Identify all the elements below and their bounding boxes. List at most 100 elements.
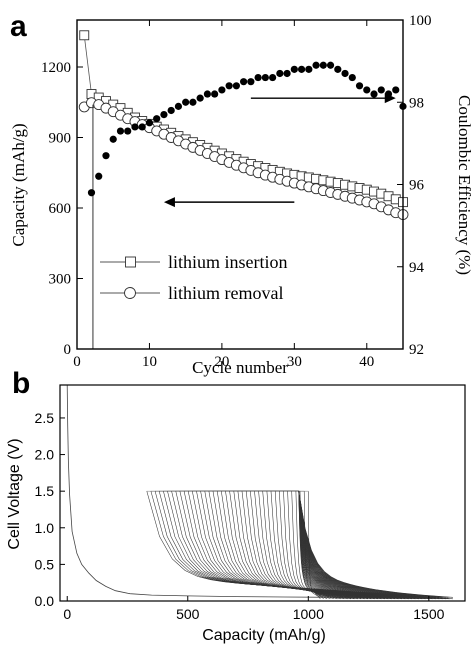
panel-a-ce-point <box>174 102 183 110</box>
panel-a-ce-point <box>116 127 125 135</box>
panel-a-ytick-label: 600 <box>49 201 72 217</box>
panel-a-ce-point <box>283 69 291 78</box>
panel-a-insertion-point <box>79 30 90 41</box>
panel-b-charge-curve <box>298 491 352 598</box>
panel-b-ytick-label: 0.0 <box>35 593 55 609</box>
panel-b-ytick-label: 2.5 <box>35 410 55 426</box>
panel-a-ce-point <box>312 61 320 69</box>
panel-a-ce-point <box>145 119 154 127</box>
panel-a-ce-point <box>334 65 342 73</box>
panel-a-ce-point <box>261 73 269 82</box>
panel-a-ce-point <box>355 82 364 90</box>
panel-a-ce-point <box>326 61 335 69</box>
panel-b-charge-curve <box>298 491 358 598</box>
panel-a-ce-point <box>305 65 313 73</box>
panel-a-arrow-right-head <box>384 93 396 104</box>
panel-b-ticks: 0 500 1000 1500 0.0 0.5 1.0 1.5 2.0 2.5 <box>35 410 445 622</box>
panel-a-y2tick-label: 96 <box>409 178 425 194</box>
panel-a-xtick-label: 20 <box>214 354 229 370</box>
panel-b-charge-curve <box>298 491 321 598</box>
panel-a-ytick-label: 900 <box>49 131 72 147</box>
panel-a-y2tick-label: 92 <box>409 342 424 358</box>
panel-b-charge-curve <box>298 491 419 598</box>
panel-a-ytick-label: 0 <box>64 342 72 358</box>
panel-a-arrows <box>163 93 396 208</box>
panel-b-charge-curve <box>298 491 396 598</box>
panel-a-legend-label: lithium insertion <box>168 252 288 272</box>
panel-b-xtick-label: 0 <box>63 606 71 622</box>
panel-b-charge-curve <box>298 491 355 598</box>
panel-b-xtick-label: 500 <box>176 606 200 622</box>
panel-b-xtick-label: 1000 <box>293 606 324 622</box>
panel-a-legend: lithium insertion lithium removal <box>100 252 288 303</box>
panel-b-series-layer <box>66 384 453 600</box>
panel-a-ce-point <box>153 115 161 123</box>
panel-b-charge-curve <box>298 491 379 598</box>
panel-a-ce-point <box>182 98 190 106</box>
panel-a-y2tick-label: 100 <box>409 13 432 29</box>
panel-a-ce-point <box>377 86 385 94</box>
panel-a-legend-square-marker <box>125 256 136 268</box>
panel-b-charge-curve <box>298 491 386 598</box>
panel-a-ce-point <box>290 65 298 73</box>
panel-a-ce-point <box>95 172 103 180</box>
panel-a-ytick-label: 300 <box>49 272 72 288</box>
panel-a-ce-point <box>196 94 204 102</box>
panel-b-ytick-label: 2.0 <box>35 447 55 463</box>
panel-b-xlabel: Capacity (mAh/g) <box>202 627 326 644</box>
panel-a-ylabel: Capacity (mAh/g) <box>9 123 28 246</box>
panel-a-ce-point <box>269 73 277 82</box>
panel-a-y2tick-label: 98 <box>409 95 424 111</box>
panel-b-xtick-label: 1500 <box>413 606 444 622</box>
panel-a-legend-circle-marker <box>124 287 136 299</box>
panel-b-first-discharge-curve <box>66 384 449 599</box>
panel-a-ytick-label: 1200 <box>41 60 71 76</box>
panel-a-ce-point <box>225 82 233 90</box>
panel-a-ce-point <box>392 86 400 94</box>
panel-a-ce-point <box>203 90 211 98</box>
panel-a-ticks: 0 10 20 30 40 0 300 600 900 1200 92 94 96 98 100 <box>41 13 432 370</box>
panel-a-chart: 0 10 20 30 40 0 300 600 900 1200 92 94 96 98 100 lithi… <box>9 13 474 377</box>
panel-b-charge-curve <box>298 491 369 598</box>
panel-b-ytick-label: 1.0 <box>35 520 55 536</box>
panel-a-xtick-label: 40 <box>359 354 374 370</box>
panel-b-label: b <box>12 367 30 400</box>
panel-a-ce-point <box>297 65 306 73</box>
panel-a-y2tick-label: 94 <box>409 260 425 276</box>
panel-a-ce-point <box>131 123 139 131</box>
panel-a-ce-point <box>160 110 168 119</box>
panel-a-ce-point <box>102 152 110 160</box>
panel-b-charge-curve <box>298 491 409 598</box>
panel-b-charge-curve <box>298 491 328 598</box>
panel-a-ce-point <box>240 78 248 86</box>
panel-a-label: a <box>10 10 27 43</box>
panel-b-charge-curve <box>298 491 372 598</box>
panel-b-charge-curve <box>298 491 413 598</box>
panel-a-legend-label: lithium removal <box>168 283 283 303</box>
panel-a-xtick-label: 0 <box>73 354 81 370</box>
panel-a-ce-point <box>254 73 262 82</box>
panel-b-plot-frame <box>59 384 466 602</box>
panel-b-charge-curve <box>298 491 426 598</box>
panel-a-y2label: Coulombic Efficiency (%) <box>455 95 474 275</box>
panel-a-ce-point <box>247 78 255 86</box>
panel-a-ce-point <box>87 189 96 197</box>
panel-a-ce-point <box>341 69 349 78</box>
panel-b-charge-curve <box>298 491 406 598</box>
panel-a-xlabel: Cycle number <box>192 358 288 377</box>
panel-a-ce-point <box>363 86 371 94</box>
panel-a-ce-point <box>276 69 284 78</box>
panel-b-charge-curve <box>298 491 423 598</box>
panel-a-arrow-left-head <box>163 197 175 208</box>
panel-b-ylabel: Cell Voltage (V) <box>6 438 23 549</box>
panel-b-charge-curve <box>298 491 392 598</box>
panel-a-ce-point <box>167 106 175 115</box>
panel-a-ce-point <box>138 123 146 131</box>
panel-a-xtick-label: 10 <box>142 354 157 370</box>
panel-b-charge-curve <box>298 491 335 598</box>
panel-b-charge-curve <box>298 491 338 598</box>
panel-a-ce-point <box>319 61 327 69</box>
panel-a-ce-point <box>232 82 240 90</box>
panel-b-charge-curve <box>298 491 331 598</box>
panel-a-ce-point <box>124 127 132 135</box>
